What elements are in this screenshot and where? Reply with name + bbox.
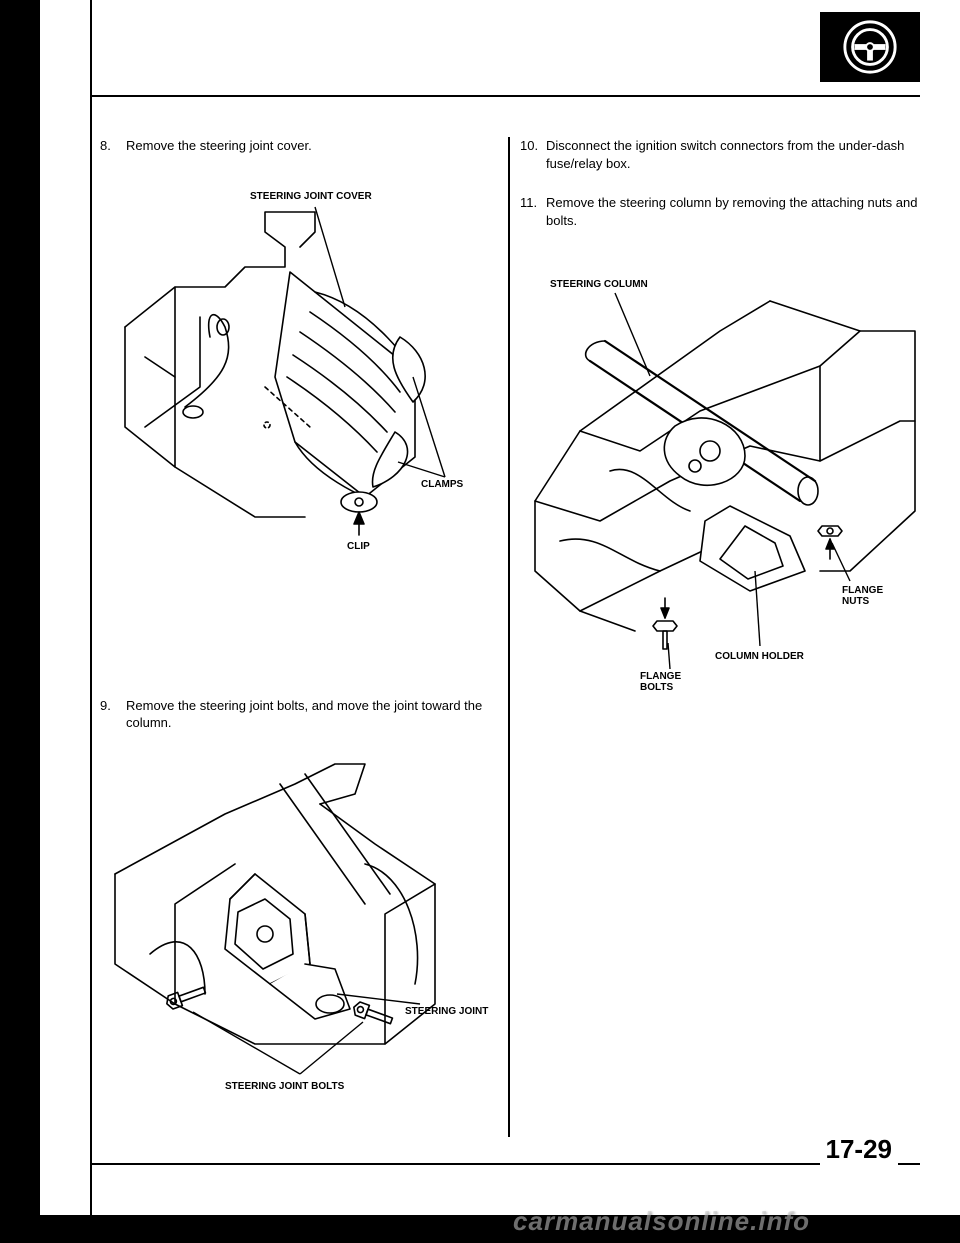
step-text: Disconnect the ignition switch connector… — [546, 137, 920, 172]
label-clip: CLIP — [347, 541, 370, 552]
watermark: carmanualsonline.info — [513, 1206, 810, 1237]
page-binding — [0, 0, 40, 1243]
step-8: 8. Remove the steering joint cover. — [100, 137, 500, 155]
figure-steering-joint-cover: STEERING JOINT COVER CLAMPS CLIP — [100, 177, 500, 557]
step-text: Remove the steering column by removing t… — [546, 194, 920, 229]
page-bottom-edge — [0, 1215, 960, 1243]
section-badge — [820, 12, 920, 82]
step-number: 11. — [520, 194, 546, 229]
step-10: 10. Disconnect the ignition switch conne… — [520, 137, 920, 172]
label-flange-bolts: FLANGEBOLTS — [640, 671, 681, 691]
figure-steering-joint-bolts: STEERING JOINT STEERING JOINT BOLTS — [100, 754, 500, 1104]
power-steering-icon — [841, 18, 899, 76]
step-number: 8. — [100, 137, 126, 155]
label-column-holder: COLUMN HOLDER — [715, 651, 805, 662]
step-number: 9. — [100, 697, 126, 732]
label-steering-joint-bolts: STEERING JOINT BOLTS — [225, 1081, 345, 1092]
label-steering-joint: STEERING JOINT — [405, 1006, 488, 1017]
content-frame: 8. Remove the steering joint cover. — [90, 95, 920, 1165]
figure-steering-column: STEERING COLUMN FLANGENUTS COLUMN HOLDER… — [520, 271, 920, 691]
label-steering-joint-cover: STEERING JOINT COVER — [250, 191, 372, 202]
page-number: 17-29 — [820, 1134, 899, 1165]
right-column: 10. Disconnect the ignition switch conne… — [520, 137, 920, 711]
label-clamps: CLAMPS — [421, 479, 464, 490]
column-divider — [508, 137, 510, 1137]
step-number: 10. — [520, 137, 546, 172]
step-11: 11. Remove the steering column by removi… — [520, 194, 920, 229]
label-steering-column: STEERING COLUMN — [550, 279, 648, 290]
manual-page: 8. Remove the steering joint cover. — [40, 0, 940, 1200]
left-column: 8. Remove the steering joint cover. — [100, 137, 500, 1124]
label-flange-nuts: FLANGENUTS — [842, 585, 883, 607]
step-9: 9. Remove the steering joint bolts, and … — [100, 697, 500, 732]
step-text: Remove the steering joint bolts, and mov… — [126, 697, 500, 732]
step-text: Remove the steering joint cover. — [126, 137, 500, 155]
